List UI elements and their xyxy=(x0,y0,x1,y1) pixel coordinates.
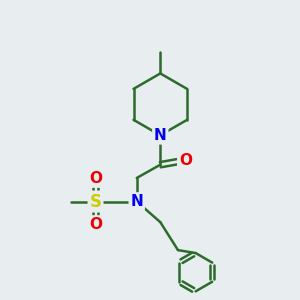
Text: S: S xyxy=(89,193,101,211)
Text: N: N xyxy=(154,128,167,143)
Text: N: N xyxy=(130,194,143,209)
Text: O: O xyxy=(89,171,102,186)
Text: O: O xyxy=(179,153,192,168)
Text: O: O xyxy=(89,217,102,232)
